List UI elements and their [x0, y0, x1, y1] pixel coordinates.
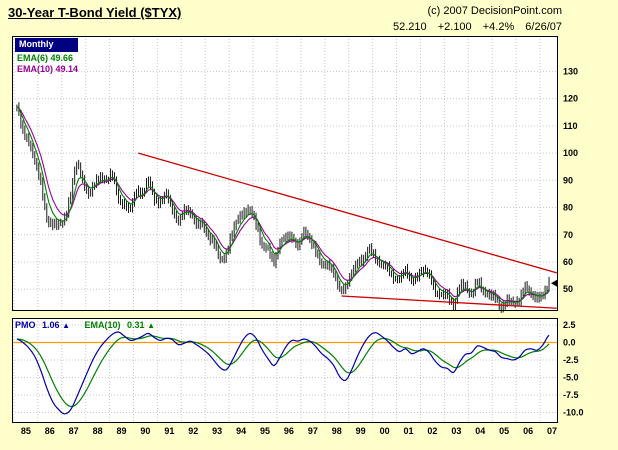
price-y-tick-label: 130: [563, 66, 578, 76]
x-axis-label: 06: [523, 426, 534, 436]
last-price-arrow-icon: [551, 279, 558, 288]
price-panel-border: [12, 36, 558, 311]
x-axis-label: 05: [499, 426, 510, 436]
pmo-y-tick-label: 0.0: [563, 338, 576, 348]
price-y-tick-label: 50: [563, 284, 573, 294]
pmo-ema-label: EMA(10): [84, 320, 121, 330]
pmo-up-arrow-icon: ▲: [62, 321, 70, 330]
x-axis-label: 87: [68, 426, 79, 436]
pmo-ema-line: [16, 335, 550, 408]
x-axis-label: 94: [236, 426, 247, 436]
pmo-plot-bg: [12, 318, 558, 423]
trendline-2: [341, 295, 557, 309]
price-y-tick-label: 60: [563, 257, 573, 267]
quote-change-pct: +4.2%: [482, 21, 515, 33]
x-axis-label: 88: [92, 426, 103, 436]
x-axis-label: 86: [44, 426, 55, 436]
copyright-text: (c) 2007 DecisionPoint.com: [427, 5, 562, 17]
x-axis-label: 02: [427, 426, 438, 436]
x-axis: 85 86 87 88 89 90 91 92 93 94 95 96 97 98 99 00 01 02 03 04…: [12, 426, 572, 438]
x-axis-label: 92: [188, 426, 199, 436]
quote-line: 52.210 +2.100 +4.2% 6/26/07: [385, 21, 562, 33]
pmo-y-tick-label: -2.5: [563, 355, 579, 365]
pmo-chart: 2.5 0.0 -2.5 -5.0 -7.5 -10.0: [12, 318, 584, 423]
quote-change: +2.100: [437, 21, 472, 33]
x-axis-label: 90: [140, 426, 151, 436]
price-y-tick-label: 80: [563, 203, 573, 213]
pmo-y-tick-label: -7.5: [563, 390, 579, 400]
x-axis-label: 03: [451, 426, 462, 436]
price-y-tick-label: 110: [563, 121, 578, 131]
pmo-y-tick-label: -10.0: [563, 408, 584, 418]
x-axis-label: 89: [116, 426, 127, 436]
ema6-label: EMA(6) 49.66: [17, 53, 74, 63]
pmo-line: [16, 331, 550, 415]
quote-last: 52.210: [393, 21, 427, 33]
x-axis-label: 00: [379, 426, 390, 436]
x-axis-label: 04: [475, 426, 486, 436]
x-axis-label: 96: [283, 426, 294, 436]
pmo-ema-up-arrow-icon: ▲: [147, 321, 156, 330]
x-axis-label: 95: [260, 426, 271, 436]
price-plot-bg: [12, 36, 558, 311]
ema10-label: EMA(10) 49.14: [17, 64, 79, 74]
pmo-y-tick-label: 2.5: [563, 320, 576, 330]
x-axis-label: 91: [164, 426, 175, 436]
pmo-y-tick-label: -5.0: [563, 373, 579, 383]
price-chart: 130 120 110 100 90 80 70 60 50: [12, 36, 578, 313]
quote-date: 6/26/07: [525, 21, 562, 33]
price-y-tick-label: 70: [563, 230, 573, 240]
pmo-legend: PMO 1.06 ▲ EMA(10) 0.31 ▲: [15, 320, 155, 331]
x-axis-label: 93: [212, 426, 223, 436]
price-grid: [12, 36, 558, 311]
frequency-badge: Monthly: [15, 38, 78, 52]
price-bars: [16, 102, 550, 313]
pmo-label: PMO: [15, 320, 36, 330]
pmo-ema-value: 0.31: [127, 320, 145, 330]
price-y-tick-label: 120: [563, 94, 578, 104]
price-panel: 130 120 110 100 90 80 70 60 50 Monthly EMA(6) 49…: [12, 36, 606, 313]
page-title: 30-Year T-Bond Yield ($TYX): [8, 5, 182, 20]
x-axis-label: 99: [355, 426, 366, 436]
x-axis-label: 07: [547, 426, 558, 436]
pmo-value: 1.06: [42, 320, 60, 330]
x-axis-label: 98: [331, 426, 342, 436]
pmo-panel: 2.5 0.0 -2.5 -5.0 -7.5 -10.0 PMO 1.06 ▲ EMA(1…: [12, 318, 606, 425]
x-axis-label: 97: [307, 426, 318, 436]
x-axis-label: 85: [20, 426, 31, 436]
price-y-tick-label: 100: [563, 148, 578, 158]
price-y-tick-label: 90: [563, 175, 573, 185]
x-axis-label: 01: [403, 426, 414, 436]
main-legend: Monthly EMA(6) 49.66 EMA(10) 49.14: [15, 38, 78, 75]
pmo-panel-border: [12, 318, 558, 423]
ema6-line: [16, 106, 550, 304]
trendline-1: [138, 152, 557, 274]
